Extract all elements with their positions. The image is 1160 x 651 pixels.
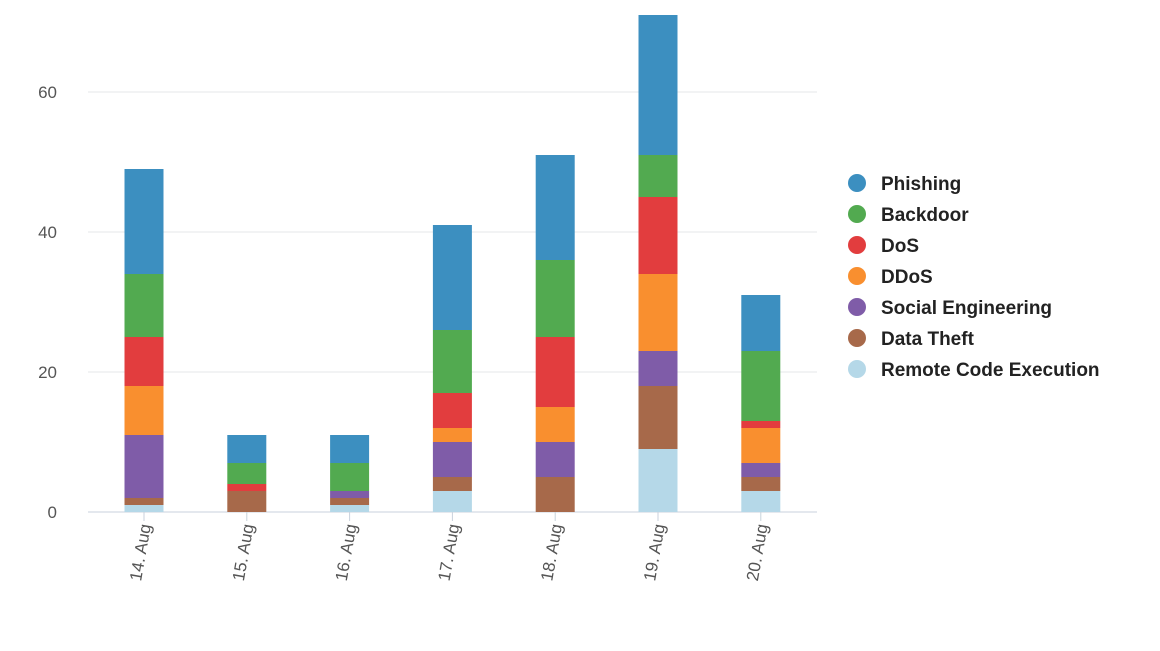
- bar-segment[interactable]: [741, 463, 781, 477]
- bar-segment[interactable]: [124, 435, 164, 498]
- bar-segment[interactable]: [227, 463, 267, 484]
- legend-label: Backdoor: [881, 205, 969, 226]
- bar-segment[interactable]: [432, 442, 472, 477]
- bar-segment[interactable]: [638, 197, 678, 274]
- x-tick-label: 15. Aug: [229, 522, 258, 582]
- legend-swatch-icon: [848, 298, 866, 316]
- y-tick-label: 60: [38, 83, 57, 102]
- bar-segment[interactable]: [535, 442, 575, 477]
- legend-item[interactable]: DoS: [848, 236, 919, 257]
- bar-segment[interactable]: [741, 295, 781, 351]
- legend-swatch-icon: [848, 174, 866, 192]
- bar-segment[interactable]: [638, 155, 678, 197]
- x-tick-label: 17. Aug: [435, 522, 464, 582]
- bar-segment[interactable]: [741, 421, 781, 428]
- bar-segment[interactable]: [741, 477, 781, 491]
- bar-segment[interactable]: [535, 407, 575, 442]
- legend-label: DoS: [881, 236, 919, 257]
- bar-segment[interactable]: [638, 274, 678, 351]
- bar-segment[interactable]: [432, 330, 472, 393]
- y-tick-label: 40: [38, 223, 57, 242]
- bar-segment[interactable]: [227, 484, 267, 491]
- bar-segment[interactable]: [432, 393, 472, 428]
- legend-item[interactable]: Phishing: [848, 174, 961, 195]
- bar-segment[interactable]: [432, 225, 472, 330]
- bar-segment[interactable]: [741, 428, 781, 463]
- bar-segment[interactable]: [535, 155, 575, 260]
- legend-label: Data Theft: [881, 329, 975, 350]
- bar-segment[interactable]: [741, 351, 781, 421]
- legend-item[interactable]: Data Theft: [848, 329, 975, 350]
- bar-segment[interactable]: [124, 274, 164, 337]
- bar-segment[interactable]: [638, 449, 678, 512]
- bar-segment[interactable]: [741, 491, 781, 512]
- bar-segment[interactable]: [535, 337, 575, 407]
- legend-item[interactable]: Backdoor: [848, 205, 969, 226]
- y-tick-label: 20: [38, 363, 57, 382]
- bar-segment[interactable]: [124, 337, 164, 386]
- x-tick-label: 19. Aug: [640, 522, 669, 582]
- legend-swatch-icon: [848, 267, 866, 285]
- legend-item[interactable]: Remote Code Execution: [848, 360, 1100, 381]
- legend-swatch-icon: [848, 329, 866, 347]
- bar-segment[interactable]: [227, 491, 267, 512]
- bar-segment[interactable]: [432, 477, 472, 491]
- bar-segment[interactable]: [330, 463, 370, 491]
- legend-label: Social Engineering: [881, 298, 1052, 319]
- legend-label: Remote Code Execution: [881, 360, 1100, 381]
- bar-segment[interactable]: [535, 260, 575, 337]
- bar-segment[interactable]: [330, 435, 370, 463]
- bar-segment[interactable]: [124, 498, 164, 505]
- bar-segment[interactable]: [535, 477, 575, 512]
- bar-segment[interactable]: [124, 386, 164, 435]
- x-tick-label: 14. Aug: [126, 522, 155, 582]
- y-tick-label: 0: [48, 503, 57, 522]
- bars-layer: [124, 15, 781, 512]
- bar-segment[interactable]: [432, 491, 472, 512]
- bar-segment[interactable]: [330, 498, 370, 505]
- x-tick-label: 16. Aug: [332, 522, 361, 582]
- bar-segment[interactable]: [638, 351, 678, 386]
- bar-segment[interactable]: [227, 435, 267, 463]
- legend-label: Phishing: [881, 174, 961, 195]
- legend-swatch-icon: [848, 236, 866, 254]
- bar-segment[interactable]: [124, 169, 164, 274]
- legend-label: DDoS: [881, 267, 933, 288]
- bar-segment[interactable]: [330, 491, 370, 498]
- x-tick-label: 20. Aug: [743, 522, 772, 582]
- legend-item[interactable]: DDoS: [848, 267, 933, 288]
- legend[interactable]: Phishing Backdoor DoS DDoS Social Engineerin…: [848, 174, 1100, 381]
- legend-item[interactable]: Social Engineering: [848, 298, 1052, 319]
- x-tick-label: 18. Aug: [537, 522, 566, 582]
- bar-segment[interactable]: [124, 505, 164, 512]
- legend-swatch-icon: [848, 205, 866, 223]
- bar-segment[interactable]: [432, 428, 472, 442]
- legend-swatch-icon: [848, 360, 866, 378]
- bar-segment[interactable]: [330, 505, 370, 512]
- bar-segment[interactable]: [638, 386, 678, 449]
- bar-segment[interactable]: [638, 15, 678, 155]
